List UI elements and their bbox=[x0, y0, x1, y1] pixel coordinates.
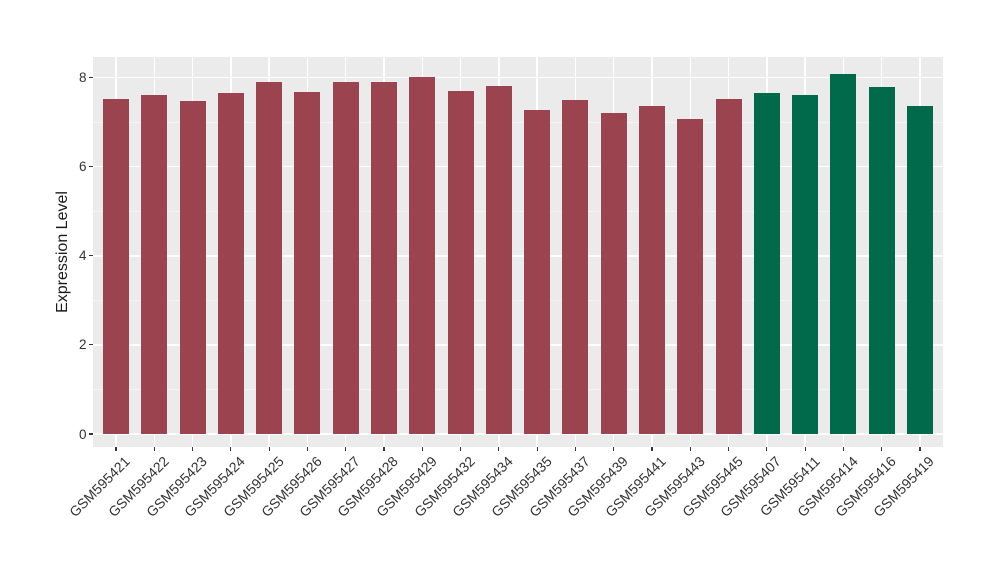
gridline-major bbox=[93, 433, 943, 435]
x-tick-mark bbox=[306, 447, 308, 451]
x-tick-mark bbox=[153, 447, 155, 451]
x-tick-mark bbox=[919, 447, 921, 451]
bar bbox=[294, 91, 321, 434]
bar bbox=[792, 95, 819, 434]
bar bbox=[409, 76, 436, 434]
x-tick-mark bbox=[804, 447, 806, 451]
x-tick-mark bbox=[613, 447, 615, 451]
bar bbox=[639, 105, 665, 434]
bar bbox=[102, 99, 129, 434]
x-tick-mark bbox=[383, 447, 385, 451]
bar bbox=[485, 85, 512, 434]
bar bbox=[141, 94, 168, 434]
y-tick-mark bbox=[88, 433, 93, 435]
bar bbox=[715, 99, 742, 434]
y-tick-label: 0 bbox=[78, 426, 87, 442]
y-tick-label: 8 bbox=[78, 70, 87, 86]
x-tick-mark bbox=[842, 447, 845, 451]
x-tick-mark bbox=[881, 447, 883, 451]
bar bbox=[600, 112, 627, 434]
x-tick-mark bbox=[268, 447, 270, 451]
gridline-major bbox=[93, 344, 943, 346]
bar bbox=[524, 109, 551, 434]
y-tick-label: 6 bbox=[78, 159, 87, 175]
bar bbox=[179, 100, 206, 434]
plot-panel bbox=[93, 57, 943, 447]
y-tick-label: 4 bbox=[78, 248, 87, 264]
x-tick-mark bbox=[459, 447, 462, 451]
bar bbox=[907, 106, 934, 434]
gridline-major bbox=[93, 165, 943, 168]
bar bbox=[753, 92, 780, 434]
x-tick-mark bbox=[766, 447, 768, 451]
gridline-minor bbox=[93, 121, 943, 123]
y-tick-mark bbox=[88, 166, 93, 168]
bar bbox=[370, 81, 397, 434]
x-tick-mark bbox=[498, 447, 500, 451]
bar bbox=[332, 82, 359, 434]
gridline-major bbox=[93, 255, 943, 257]
x-tick-mark bbox=[421, 447, 423, 451]
x-tick-mark bbox=[115, 447, 117, 451]
y-tick-mark bbox=[88, 255, 93, 257]
bar bbox=[256, 81, 283, 434]
x-tick-mark bbox=[574, 447, 577, 451]
y-tick-mark bbox=[88, 77, 93, 79]
bar bbox=[677, 119, 704, 434]
x-tick-mark bbox=[345, 447, 347, 451]
x-tick-mark bbox=[230, 447, 232, 451]
x-tick-mark bbox=[689, 447, 691, 451]
gridline-major bbox=[93, 76, 943, 79]
y-tick-mark bbox=[88, 344, 93, 346]
bar bbox=[217, 93, 244, 434]
gridline-minor bbox=[93, 210, 943, 212]
bar bbox=[868, 86, 895, 434]
bar bbox=[447, 90, 474, 434]
gridline-minor bbox=[93, 388, 943, 390]
bar bbox=[830, 74, 857, 434]
x-tick-mark bbox=[651, 447, 653, 451]
y-tick-label: 2 bbox=[78, 337, 87, 353]
x-tick-mark bbox=[727, 447, 730, 451]
x-tick-mark bbox=[536, 447, 538, 451]
x-tick-mark bbox=[191, 447, 194, 451]
bar bbox=[562, 99, 589, 434]
gridline-minor bbox=[93, 299, 943, 301]
